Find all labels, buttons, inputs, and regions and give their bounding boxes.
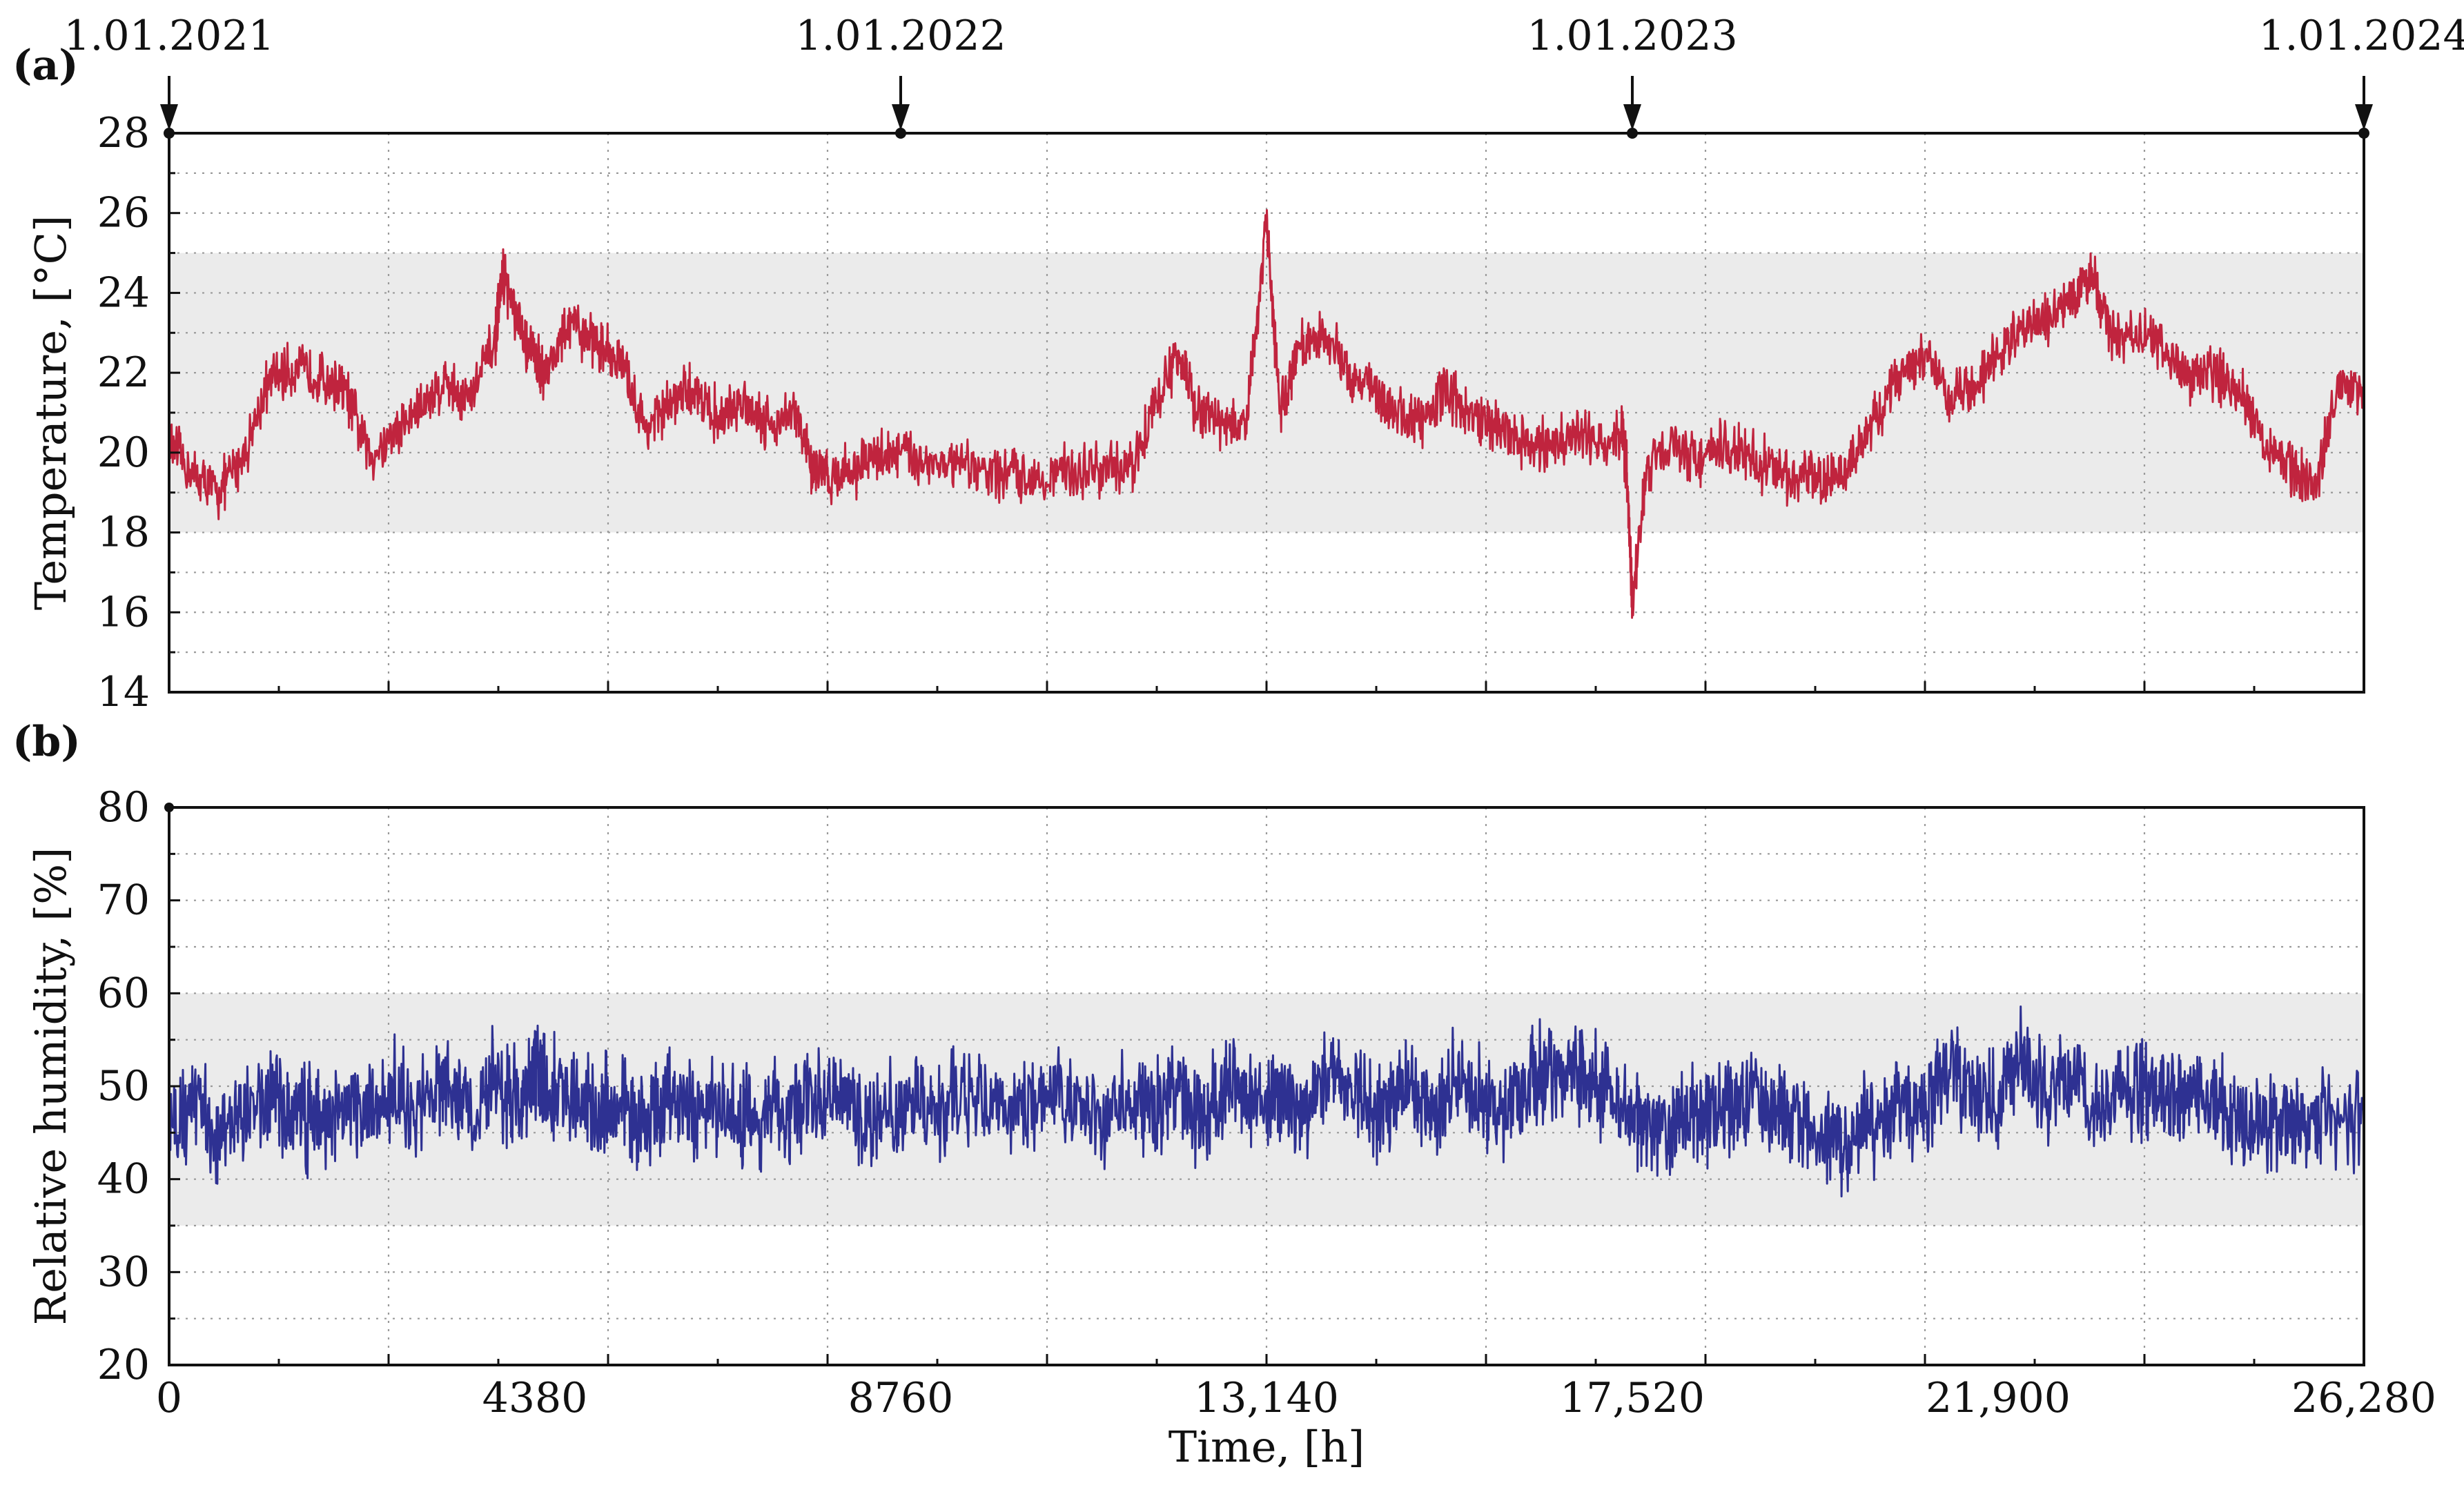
x-tick-label: 21,900 [1926, 1374, 2071, 1422]
date-marker-dot [895, 128, 906, 139]
series-line-1 [168, 1005, 2365, 1198]
y-tick-label: 40 [97, 1155, 150, 1204]
x-tick-label: 8760 [848, 1374, 954, 1422]
date-marker-label: 1.01.2024 [2258, 12, 2464, 60]
series-line-0 [168, 209, 2365, 619]
x-axis-title: Time, [h] [1169, 1422, 1365, 1472]
y-tick-label: 26 [97, 189, 150, 237]
humidity-panel: 20 30 40 50 60 70 80 (b) Relative humidity, [%] 0… [12, 718, 2436, 1472]
y-tick-label: 50 [97, 1062, 150, 1110]
date-marker-dot [164, 128, 175, 139]
date-marker-arrow [892, 104, 910, 130]
y-tick-label: 18 [97, 509, 150, 557]
axis-dot [164, 803, 174, 812]
y-tick-label: 14 [97, 668, 150, 716]
date-marker-dot [2358, 128, 2369, 139]
x-tick-label: 0 [156, 1374, 182, 1422]
x-tick-label: 13,140 [1194, 1374, 1339, 1422]
y-tick-label: 16 [97, 588, 150, 636]
date-marker-label: 1.01.2022 [795, 12, 1006, 60]
x-tick-label: 17,520 [1560, 1374, 1705, 1422]
y-axis-title: Relative humidity, [%] [26, 847, 76, 1326]
date-marker-dot [1627, 128, 1638, 139]
temperature-panel: 14 16 18 20 22 24 26 28 (a) Temperature, [°C] 1.01… [12, 12, 2464, 716]
date-marker-arrow [1623, 104, 1641, 130]
date-marker-label: 1.01.2021 [63, 12, 274, 60]
date-marker-arrow [160, 104, 178, 130]
y-tick-label: 24 [97, 268, 150, 317]
y-tick-label: 20 [97, 429, 150, 477]
y-tick-label: 60 [97, 969, 150, 1017]
y-tick-label: 22 [97, 349, 150, 397]
x-tick-label: 26,280 [2291, 1374, 2436, 1422]
y-tick-label: 80 [97, 783, 150, 832]
panel-label: (b) [12, 718, 81, 766]
panel-label: (a) [12, 41, 79, 90]
y-tick-label: 20 [97, 1341, 150, 1389]
date-marker-arrow [2355, 104, 2373, 130]
date-marker-label: 1.01.2023 [1527, 12, 1737, 60]
y-tick-label: 70 [97, 876, 150, 925]
y-axis-title: Temperature, [°C] [26, 215, 76, 610]
x-tick-label: 4380 [482, 1374, 588, 1422]
y-tick-label: 30 [97, 1248, 150, 1296]
y-tick-label: 28 [97, 109, 150, 157]
